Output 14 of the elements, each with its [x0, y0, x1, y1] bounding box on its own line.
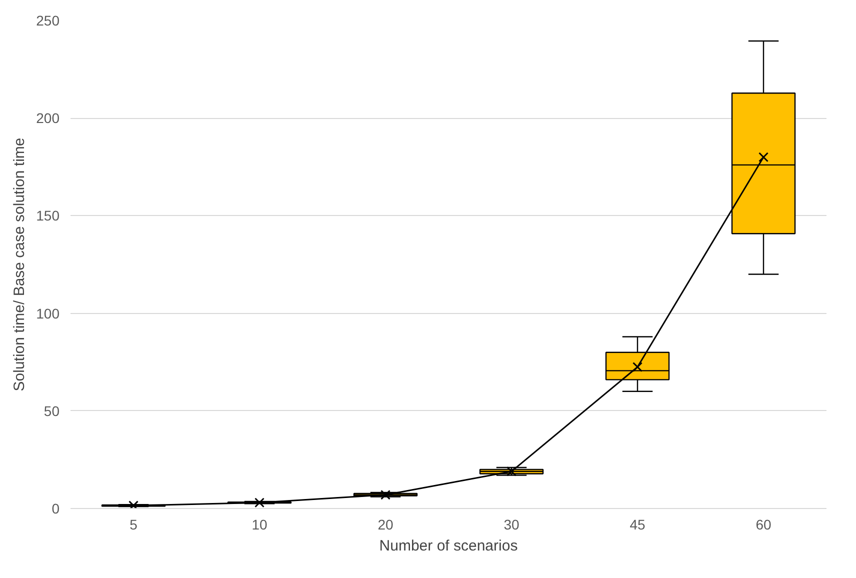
y-tick-label: 250	[36, 12, 60, 28]
x-tick-label: 10	[252, 516, 268, 532]
y-tick-label: 150	[36, 208, 60, 224]
x-tick-label: 30	[504, 516, 520, 532]
x-tick-label: 60	[756, 516, 772, 532]
y-tick-label: 0	[52, 500, 60, 516]
x-tick-label: 5	[130, 516, 138, 532]
x-axis-title: Number of scenarios	[379, 538, 518, 554]
x-tick-label: 20	[378, 516, 394, 532]
y-tick-label: 50	[44, 402, 60, 419]
y-axis-title: Solution time/ Base case solution time	[11, 138, 28, 392]
y-tick-label: 100	[36, 305, 60, 322]
x-tick-label: 45	[630, 516, 646, 532]
y-tick-label: 200	[36, 110, 60, 126]
